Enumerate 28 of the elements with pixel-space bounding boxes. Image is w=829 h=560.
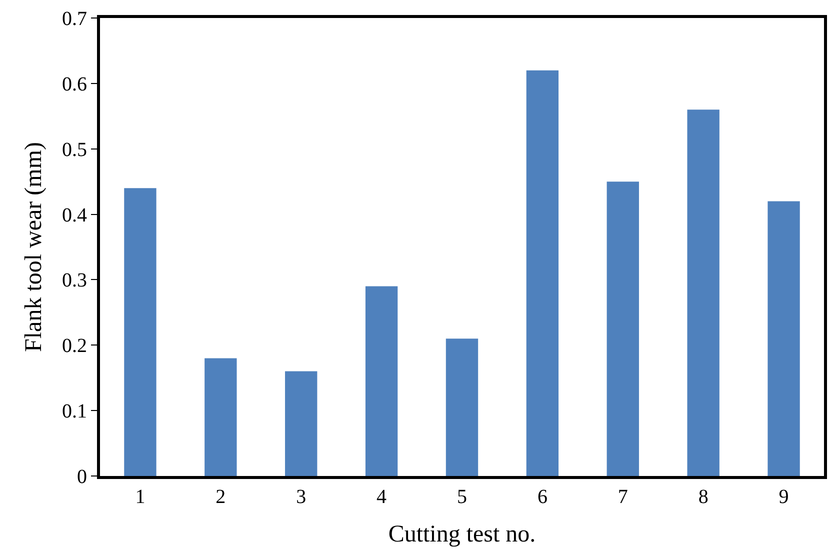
y-tick-label: 0.5 (62, 138, 87, 161)
bar (768, 201, 800, 476)
x-tick-label: 2 (216, 486, 226, 508)
x-axis-title: Cutting test no. (388, 521, 536, 548)
bar (606, 182, 639, 476)
y-tick-label: 0.1 (62, 400, 87, 423)
bar (687, 110, 720, 476)
bar (365, 286, 398, 476)
x-tick-label: 7 (618, 486, 628, 508)
bar (446, 338, 478, 476)
bar (124, 188, 156, 476)
x-tick-label: 9 (778, 486, 789, 508)
bar (526, 70, 559, 476)
y-tick-label: 0.2 (62, 335, 87, 358)
y-tick-label: 0.3 (62, 270, 87, 292)
x-tick-label: 3 (296, 486, 306, 508)
bar (285, 371, 318, 476)
x-tick-label: 6 (537, 486, 548, 508)
x-tick-label: 8 (698, 486, 708, 508)
x-tick-label: 1 (135, 486, 146, 508)
y-tick-label: 0.7 (62, 8, 87, 30)
y-tick-label: 0.6 (62, 73, 87, 96)
y-axis-title: Flank tool wear (mm) (21, 142, 48, 352)
y-tick-label: 0.4 (62, 204, 87, 226)
y-tick-label: 0 (77, 466, 87, 488)
x-tick-label: 4 (376, 486, 387, 508)
bar (204, 358, 237, 476)
x-tick-label: 5 (457, 486, 467, 508)
